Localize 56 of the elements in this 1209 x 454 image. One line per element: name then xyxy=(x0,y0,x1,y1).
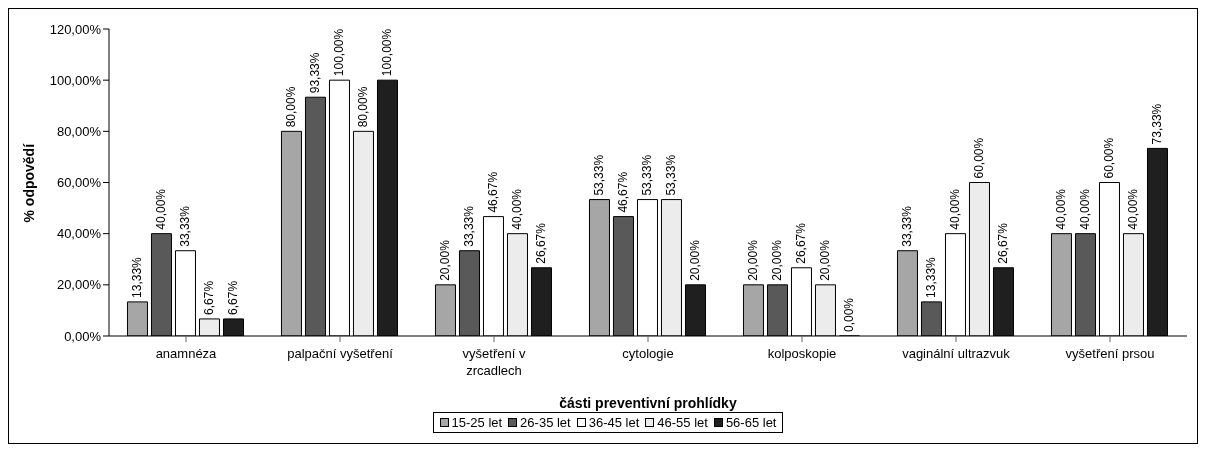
data-label: 26,67% xyxy=(996,222,1011,264)
data-label: 40,00% xyxy=(1126,188,1141,230)
x-tick-label: vyšetření v zrcadlech xyxy=(462,346,526,378)
data-label: 40,00% xyxy=(948,188,963,230)
legend-label: 26-35 let xyxy=(519,415,571,430)
legend-label: 15-25 let xyxy=(450,415,503,430)
y-tick-label: 80,00% xyxy=(56,123,102,139)
y-tick-label: 20,00% xyxy=(56,277,102,293)
data-label: 20,00% xyxy=(746,239,761,281)
legend-label: 56-65 let xyxy=(724,415,777,430)
data-label: 73,33% xyxy=(1150,103,1165,145)
x-tick-label: cytologie xyxy=(622,346,674,361)
data-label: 100,00% xyxy=(332,28,347,77)
x-tick-label: anamnéza xyxy=(155,346,218,361)
data-label: 53,33% xyxy=(592,154,607,196)
x-tick-label: vyšetření prsou xyxy=(1065,346,1155,361)
data-label: 40,00% xyxy=(1054,188,1069,230)
y-tick-label: 0,00% xyxy=(64,328,102,344)
data-label: 40,00% xyxy=(1078,188,1093,230)
data-label: 93,33% xyxy=(308,52,323,94)
data-label: 20,00% xyxy=(770,239,785,281)
x-tick-label: kolposkopie xyxy=(767,346,837,361)
data-label: 20,00% xyxy=(438,239,453,281)
y-tick-label: 120,00% xyxy=(49,21,102,37)
data-label: 33,33% xyxy=(900,205,915,247)
data-label: 13,33% xyxy=(924,256,939,298)
data-label: 6,67% xyxy=(202,280,217,315)
data-label: 26,67% xyxy=(534,222,549,264)
x-axis-title: části preventivní prohlídky xyxy=(559,395,737,411)
data-label: 40,00% xyxy=(154,188,169,230)
data-label: 60,00% xyxy=(972,137,987,179)
data-label: 20,00% xyxy=(688,239,703,281)
data-label: 33,33% xyxy=(178,205,193,247)
y-tick-label: 60,00% xyxy=(56,175,102,191)
data-label: 13,33% xyxy=(130,256,145,298)
data-label: 46,67% xyxy=(616,171,631,213)
x-tick-label: vaginální ultrazvuk xyxy=(902,346,1011,361)
data-label: 53,33% xyxy=(664,154,679,196)
legend-label: 46-55 let xyxy=(656,415,708,430)
y-tick-label: 100,00% xyxy=(49,72,102,88)
x-tick-label: palpační vyšetření xyxy=(287,346,394,361)
data-label: 26,67% xyxy=(794,222,809,264)
data-label: 6,67% xyxy=(226,280,241,315)
data-label: 33,33% xyxy=(462,205,477,247)
data-label: 60,00% xyxy=(1102,137,1117,179)
data-label: 80,00% xyxy=(284,86,299,128)
data-label: 0,00% xyxy=(842,297,857,332)
data-label: 80,00% xyxy=(356,86,371,128)
data-label: 53,33% xyxy=(640,154,655,196)
data-label: 100,00% xyxy=(380,28,395,77)
y-axis-title: % odpovědí xyxy=(20,142,37,223)
data-label: 20,00% xyxy=(818,239,833,281)
legend-label: 36-45 let xyxy=(587,415,640,430)
data-label: 46,67% xyxy=(486,171,501,213)
data-label: 40,00% xyxy=(510,188,525,230)
y-tick-label: 40,00% xyxy=(56,226,102,242)
